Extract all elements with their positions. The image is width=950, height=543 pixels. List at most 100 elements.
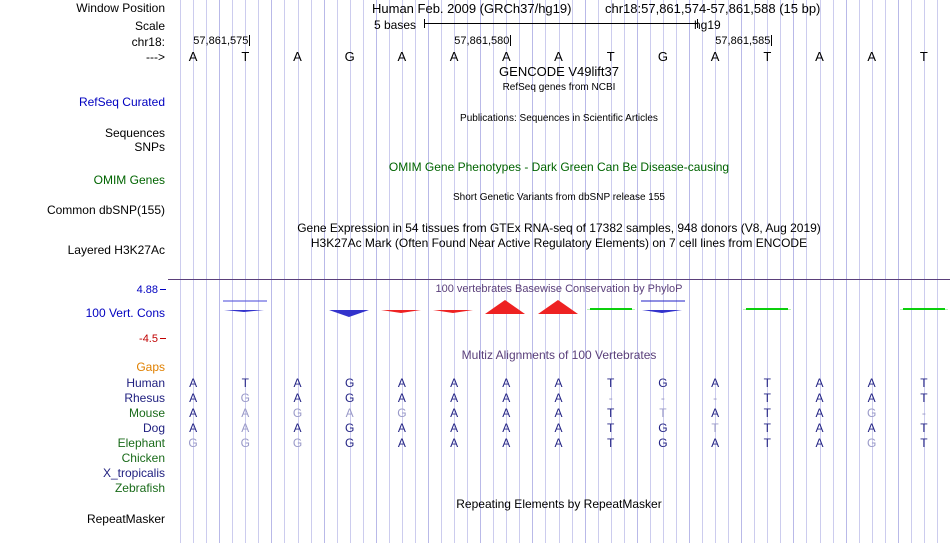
alignment-base: G (240, 436, 250, 450)
alignment-base: G (658, 376, 668, 390)
alignment-base: A (867, 391, 876, 405)
alignment-base: A (815, 406, 824, 420)
species-label-human[interactable]: Human (126, 376, 165, 390)
title-omim-phenotypes: OMIM Gene Phenotypes - Dark Green Can Be… (388, 160, 730, 174)
conservation-bar-flat (640, 300, 685, 303)
reference-base: A (815, 49, 824, 64)
scale-bar-line (424, 23, 698, 24)
conservation-bar (381, 310, 422, 314)
alignment-base: G (345, 436, 355, 450)
cons-axis-min-value: -4.5 (139, 333, 158, 345)
alignment-base: T (920, 391, 928, 405)
alignment-base: A (189, 391, 198, 405)
alignment-base: G (292, 436, 303, 450)
title-gencode: GENCODE V49lift37 (499, 64, 619, 79)
reference-base: T (763, 49, 772, 64)
conservation-bar (746, 308, 789, 311)
title-h3k27ac: H3K27Ac Mark (Often Found Near Active Re… (310, 236, 808, 250)
ruler-tick (510, 35, 512, 46)
alignment-base: G (188, 436, 198, 450)
alignment-base: T (763, 406, 771, 420)
alignment-base: T (607, 421, 615, 435)
title-repeatmasker: Repeating Elements by RepeatMasker (456, 497, 662, 511)
species-label-mouse[interactable]: Mouse (128, 406, 165, 420)
label-omim-genes[interactable]: OMIM Genes (93, 173, 165, 187)
alignment-base: A (241, 421, 250, 435)
conservation-bar-flat (223, 300, 268, 303)
alignment-base: A (293, 391, 302, 405)
assembly-title: Human Feb. 2009 (GRCh37/hg19) (372, 1, 572, 16)
alignment-base: A (711, 376, 720, 390)
reference-base: G (344, 49, 355, 64)
species-label-x_tropicalis[interactable]: X_tropicalis (102, 466, 165, 480)
conservation-bar (433, 310, 474, 314)
species-label-dog[interactable]: Dog (142, 421, 165, 435)
alignment-base: G (397, 406, 407, 420)
alignment-base: A (815, 436, 824, 450)
conservation-track-top-border (167, 279, 950, 280)
alignment-base: T (659, 406, 667, 420)
alignment-base: A (189, 406, 198, 420)
cons-axis-min: -4.5 (1, 333, 168, 345)
cons-axis-max: 4.88 (1, 284, 168, 296)
alignment-base: A (189, 421, 198, 435)
alignment-base: - (713, 391, 718, 405)
species-label-rhesus[interactable]: Rhesus (124, 391, 165, 405)
alignment-base: A (554, 376, 563, 390)
alignment-base: G (658, 436, 668, 450)
ruler-position-label: 57,861,585 (715, 35, 773, 47)
label-sequences[interactable]: Sequences (104, 126, 165, 140)
track-label-column: Window Position Scale chr18: ---> RefSeq… (0, 0, 168, 543)
species-label-chicken[interactable]: Chicken (121, 451, 165, 465)
label-common-dbsnp[interactable]: Common dbSNP(155) (46, 203, 165, 217)
conservation-track[interactable] (167, 279, 950, 341)
ruler-position-text: 57,861,575 (193, 35, 249, 47)
alignment-base: G (345, 376, 355, 390)
title-multiz: Multiz Alignments of 100 Vertebrates (461, 348, 657, 362)
assembly-short-label: hg19 (694, 18, 721, 32)
alignment-base: - (608, 391, 613, 405)
alignment-base: T (711, 421, 719, 435)
conservation-bar (485, 299, 526, 314)
alignment-base: A (293, 421, 302, 435)
cons-axis-max-value: 4.88 (136, 284, 158, 296)
species-label-zebrafish[interactable]: Zebrafish (114, 481, 165, 495)
ruler-tick (249, 35, 251, 46)
reference-base: A (501, 49, 511, 64)
alignment-base: A (397, 421, 406, 435)
alignment-base: G (658, 421, 668, 435)
label-refseq-curated[interactable]: RefSeq Curated (78, 95, 165, 109)
position-readout[interactable]: chr18:57,861,574-57,861,588 (15 bp) (605, 1, 821, 16)
alignment-base: G (867, 406, 877, 420)
label-window-position: Window Position (76, 1, 165, 15)
scale-bar-label: 5 bases (374, 18, 417, 32)
species-label-elephant[interactable]: Elephant (117, 436, 165, 450)
title-publications: Publications: Sequences in Scientific Ar… (460, 113, 658, 124)
conservation-bar (642, 310, 683, 314)
conservation-bar (328, 310, 369, 318)
ruler-position-label: 57,861,580 (454, 35, 512, 47)
label-repeatmasker[interactable]: RepeatMasker (86, 512, 165, 526)
alignment-base: A (554, 391, 563, 405)
conservation-bar (589, 308, 632, 311)
alignment-base: T (607, 406, 615, 420)
label-snps[interactable]: SNPs (134, 140, 165, 154)
alignment-base: A (397, 376, 406, 390)
conservation-bar (903, 308, 945, 311)
alignment-base: T (920, 376, 928, 390)
reference-base: A (293, 49, 302, 64)
label-layered-h3k27ac[interactable]: Layered H3K27Ac (67, 243, 165, 257)
alignment-base: A (345, 406, 354, 420)
reference-base: A (188, 49, 198, 64)
label-gaps[interactable]: Gaps (136, 360, 165, 374)
alignment-base: G (240, 391, 250, 405)
alignment-base: A (711, 436, 720, 450)
reference-base: A (449, 49, 459, 64)
alignment-base: A (293, 376, 302, 390)
label-scale: Scale (134, 19, 165, 33)
alignment-base: T (763, 421, 771, 435)
label-vert-cons[interactable]: 100 Vert. Cons (85, 306, 165, 320)
reference-base: G (657, 49, 668, 64)
scale-bar-tick-right (697, 19, 698, 28)
alignment-base: A (450, 406, 459, 420)
